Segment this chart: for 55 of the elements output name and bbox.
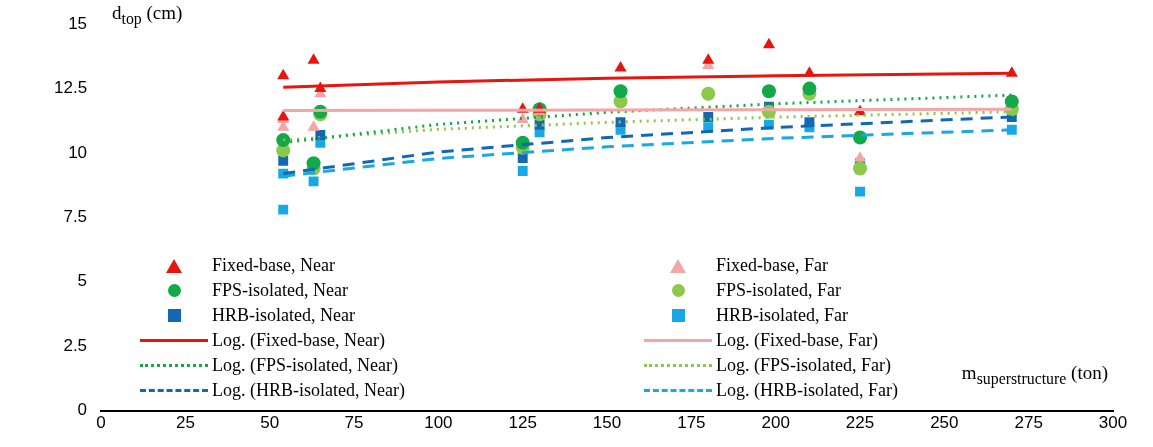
legend-label: HRB-isolated, Far — [716, 305, 848, 326]
point — [802, 81, 817, 96]
legend-label: Log. (Fixed-base, Near) — [212, 330, 385, 351]
y-axis-title: d$_{top}$ (cm) — [112, 2, 183, 28]
y-tick-label: 15 — [68, 13, 88, 33]
legend-label: HRB-isolated, Near — [212, 305, 355, 326]
y-tick-label: 0 — [77, 400, 88, 420]
point — [1004, 94, 1019, 109]
x-tick-label: 300 — [1098, 413, 1128, 433]
y-tick-label: 7.5 — [63, 207, 88, 227]
x-tick-label: 275 — [1014, 413, 1043, 433]
x-tick-label: 50 — [260, 413, 280, 433]
x-tick-label: 200 — [761, 413, 790, 433]
point — [278, 204, 289, 215]
legend-label: Log. (FPS-isolated, Near) — [212, 355, 398, 376]
x-tick-label: 125 — [508, 413, 537, 433]
point — [315, 130, 326, 140]
point — [278, 155, 289, 166]
legend-label: Log. (FPS-isolated, Far) — [716, 355, 891, 376]
x-tick-label: 250 — [930, 413, 959, 433]
point — [702, 53, 715, 64]
legend-label: Log. (HRB-isolated, Far) — [716, 380, 898, 401]
point — [517, 166, 528, 176]
y-tick-label: 2.5 — [63, 335, 88, 355]
x-tick-label: 175 — [677, 413, 706, 433]
legend-label: Fixed-base, Far — [716, 255, 828, 276]
legend-label: Log. (Fixed-base, Far) — [716, 330, 878, 351]
x-tick-label: 25 — [175, 413, 195, 433]
point — [307, 53, 320, 64]
point — [614, 60, 627, 72]
legend-label: FPS-isolated, Near — [212, 280, 348, 301]
point — [276, 133, 291, 148]
legend-label: Log. (HRB-isolated, Near) — [212, 380, 405, 401]
point — [613, 84, 628, 99]
x-tick-label: 75 — [344, 413, 364, 433]
point — [853, 161, 868, 176]
y-tick-label: 10 — [68, 142, 88, 162]
point — [855, 186, 865, 197]
x-tick-label: 100 — [424, 413, 453, 433]
point — [761, 84, 776, 99]
legend-label: FPS-isolated, Far — [716, 280, 842, 301]
point — [277, 68, 290, 80]
x-tick-label: 150 — [592, 413, 622, 433]
x-tick-label: 0 — [96, 413, 106, 433]
point — [308, 176, 319, 187]
point — [701, 86, 716, 101]
point — [306, 156, 321, 171]
x-tick-label: 225 — [845, 413, 875, 433]
point — [307, 120, 320, 131]
point — [853, 151, 867, 162]
x-axis-title: m$_{superstructure}$ (ton) — [961, 362, 1108, 388]
y-tick-label: 5 — [77, 271, 88, 291]
point — [762, 37, 776, 49]
legend-label: Fixed-base, Near — [212, 255, 335, 276]
y-tick-label: 12.5 — [53, 78, 88, 98]
